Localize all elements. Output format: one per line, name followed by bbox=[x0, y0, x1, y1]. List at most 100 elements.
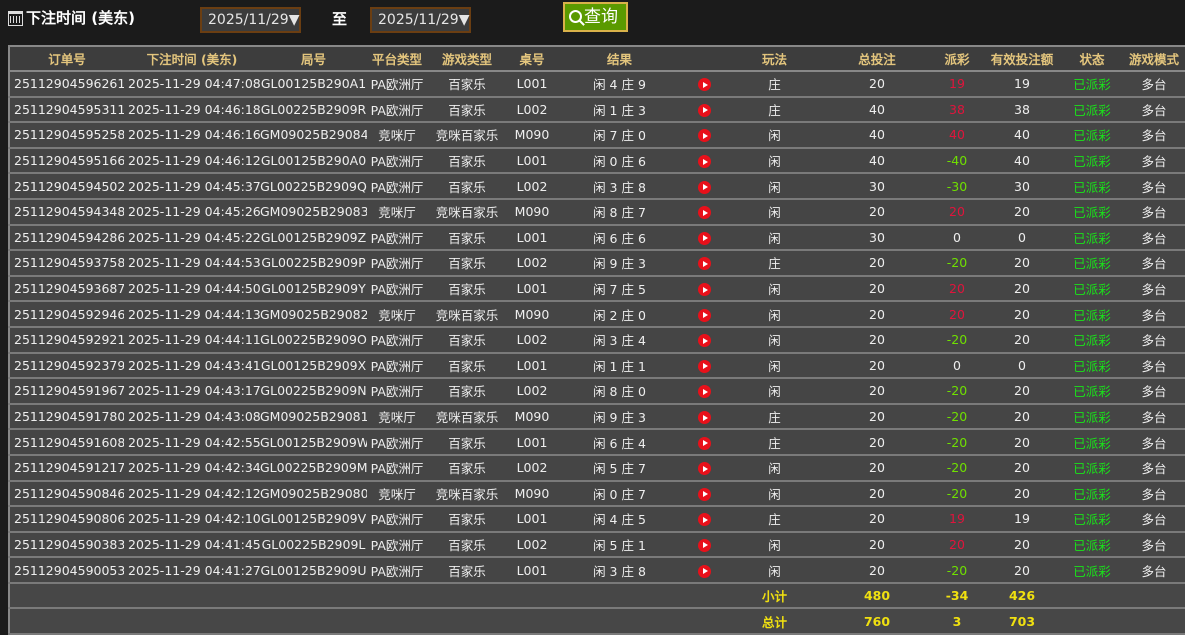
valid-bet: 0 bbox=[982, 224, 1062, 252]
payout: -30 bbox=[932, 173, 982, 200]
replay-cell bbox=[682, 429, 727, 456]
order-id: 251129045953110 bbox=[9, 96, 124, 124]
game-type: 百家乐 bbox=[427, 378, 507, 405]
play-video-icon[interactable] bbox=[698, 308, 711, 322]
valid-bet: 20 bbox=[982, 403, 1062, 431]
payout: -20 bbox=[932, 326, 982, 354]
platform: 竞咪厅 bbox=[367, 301, 427, 328]
game-type: 百家乐 bbox=[427, 429, 507, 456]
platform: PA欧洲厅 bbox=[367, 378, 427, 405]
play-video-icon[interactable] bbox=[698, 78, 711, 92]
query-button[interactable]: 查询 bbox=[563, 2, 628, 32]
bet-type: 闲 bbox=[727, 378, 822, 405]
status: 已派彩 bbox=[1062, 224, 1122, 252]
platform: 竞咪厅 bbox=[367, 480, 427, 508]
platform: 竞咪厅 bbox=[367, 403, 427, 431]
table-row: 251129045936878 2025-11-29 04:44:50 GL0012… bbox=[9, 275, 1185, 303]
play-video-icon[interactable] bbox=[698, 564, 711, 578]
status: 已派彩 bbox=[1062, 429, 1122, 456]
play-video-icon[interactable] bbox=[698, 334, 711, 348]
table-id: M090 bbox=[507, 403, 557, 431]
bet-time: 2025-11-29 04:42:55 bbox=[124, 429, 260, 456]
col-replay-header bbox=[682, 45, 727, 72]
play-video-icon[interactable] bbox=[698, 103, 711, 117]
date-from-select[interactable]: 2025/11/29▼ bbox=[200, 7, 301, 33]
status: 已派彩 bbox=[1062, 173, 1122, 200]
table-row: 251129045908465 2025-11-29 04:42:12 GM0902… bbox=[9, 480, 1185, 508]
payout: -20 bbox=[932, 403, 982, 431]
play-video-icon[interactable] bbox=[698, 538, 711, 552]
bet-type: 闲 bbox=[727, 301, 822, 328]
bet-type: 庄 bbox=[727, 250, 822, 277]
play-video-icon[interactable] bbox=[698, 487, 711, 501]
bet-type: 庄 bbox=[727, 96, 822, 124]
payout: 20 bbox=[932, 301, 982, 328]
game-mode: 多台 bbox=[1122, 224, 1185, 252]
order-id: 251129045917808 bbox=[9, 403, 124, 431]
spacer bbox=[9, 582, 727, 610]
play-video-icon[interactable] bbox=[698, 155, 711, 169]
play-video-icon[interactable] bbox=[698, 411, 711, 425]
play-video-icon[interactable] bbox=[698, 359, 711, 373]
valid-bet: 20 bbox=[982, 531, 1062, 559]
order-id: 251129045937589 bbox=[9, 250, 124, 277]
round-id: GL00125B2909U bbox=[260, 557, 367, 584]
table-id: L001 bbox=[507, 429, 557, 456]
result: 闲 7 庄 0 bbox=[557, 122, 682, 149]
bet-type: 闲 bbox=[727, 557, 822, 584]
bet-time: 2025-11-29 04:45:37 bbox=[124, 173, 260, 200]
order-id: 251129045962613 bbox=[9, 71, 124, 98]
round-id: GL00125B2909Y bbox=[260, 275, 367, 303]
valid-bet: 20 bbox=[982, 378, 1062, 405]
game-mode: 多台 bbox=[1122, 173, 1185, 200]
play-video-icon[interactable] bbox=[698, 129, 711, 143]
platform: PA欧洲厅 bbox=[367, 557, 427, 584]
play-video-icon[interactable] bbox=[698, 462, 711, 476]
payout: -40 bbox=[932, 147, 982, 175]
col-order-id-header: 订单号 bbox=[9, 45, 124, 72]
game-mode: 多台 bbox=[1122, 326, 1185, 354]
bet-type: 闲 bbox=[727, 352, 822, 380]
round-id: GM09025B29082 bbox=[260, 301, 367, 328]
play-video-icon[interactable] bbox=[698, 385, 711, 399]
bet-type: 庄 bbox=[727, 506, 822, 533]
table-row: 251129045912176 2025-11-29 04:42:34 GL0022… bbox=[9, 454, 1185, 482]
play-video-icon[interactable] bbox=[698, 231, 711, 245]
bet-time: 2025-11-29 04:45:22 bbox=[124, 224, 260, 252]
bet-time: 2025-11-29 04:42:12 bbox=[124, 480, 260, 508]
result: 闲 1 庄 1 bbox=[557, 352, 682, 380]
table-row: 251129045945028 2025-11-29 04:45:37 GL0022… bbox=[9, 173, 1185, 200]
status: 已派彩 bbox=[1062, 71, 1122, 98]
play-video-icon[interactable] bbox=[698, 513, 711, 527]
spacer bbox=[1062, 608, 1185, 635]
col-game-type-header: 游戏类型 bbox=[427, 45, 507, 72]
play-video-icon[interactable] bbox=[698, 283, 711, 297]
payout: 0 bbox=[932, 352, 982, 380]
total-bet: 20 bbox=[822, 429, 932, 456]
payout: 40 bbox=[932, 122, 982, 149]
bet-time: 2025-11-29 04:41:45 bbox=[124, 531, 260, 559]
filter-bar: 下注时间 (美东) 2025/11/29▼ 至 2025/11/29▼ 查询 bbox=[0, 0, 1185, 42]
platform: 竞咪厅 bbox=[367, 198, 427, 226]
bet-type: 闲 bbox=[727, 147, 822, 175]
total-bet: 20 bbox=[822, 480, 932, 508]
grand-total-row: 总计 760 3 703 bbox=[9, 608, 1185, 635]
table-header: 订单号 下注时间 (美东) 局号 平台类型 游戏类型 桌号 结果 玩法 总投注 派彩 有效投注额 状态… bbox=[9, 45, 1185, 72]
replay-cell bbox=[682, 301, 727, 328]
game-mode: 多台 bbox=[1122, 454, 1185, 482]
result: 闲 4 庄 9 bbox=[557, 71, 682, 98]
table-row: 251129045953110 2025-11-29 04:46:18 GL0022… bbox=[9, 96, 1185, 124]
play-video-icon[interactable] bbox=[698, 180, 711, 194]
play-video-icon[interactable] bbox=[698, 257, 711, 271]
col-bet-type-header: 玩法 bbox=[727, 45, 822, 72]
payout: 20 bbox=[932, 198, 982, 226]
valid-bet: 20 bbox=[982, 198, 1062, 226]
date-to-select[interactable]: 2025/11/29▼ bbox=[370, 7, 471, 33]
status: 已派彩 bbox=[1062, 198, 1122, 226]
grand-total-row-valid-bet: 703 bbox=[982, 608, 1062, 635]
play-video-icon[interactable] bbox=[698, 206, 711, 220]
game-type: 百家乐 bbox=[427, 96, 507, 124]
platform: PA欧洲厅 bbox=[367, 250, 427, 277]
game-mode: 多台 bbox=[1122, 480, 1185, 508]
play-video-icon[interactable] bbox=[698, 436, 711, 450]
